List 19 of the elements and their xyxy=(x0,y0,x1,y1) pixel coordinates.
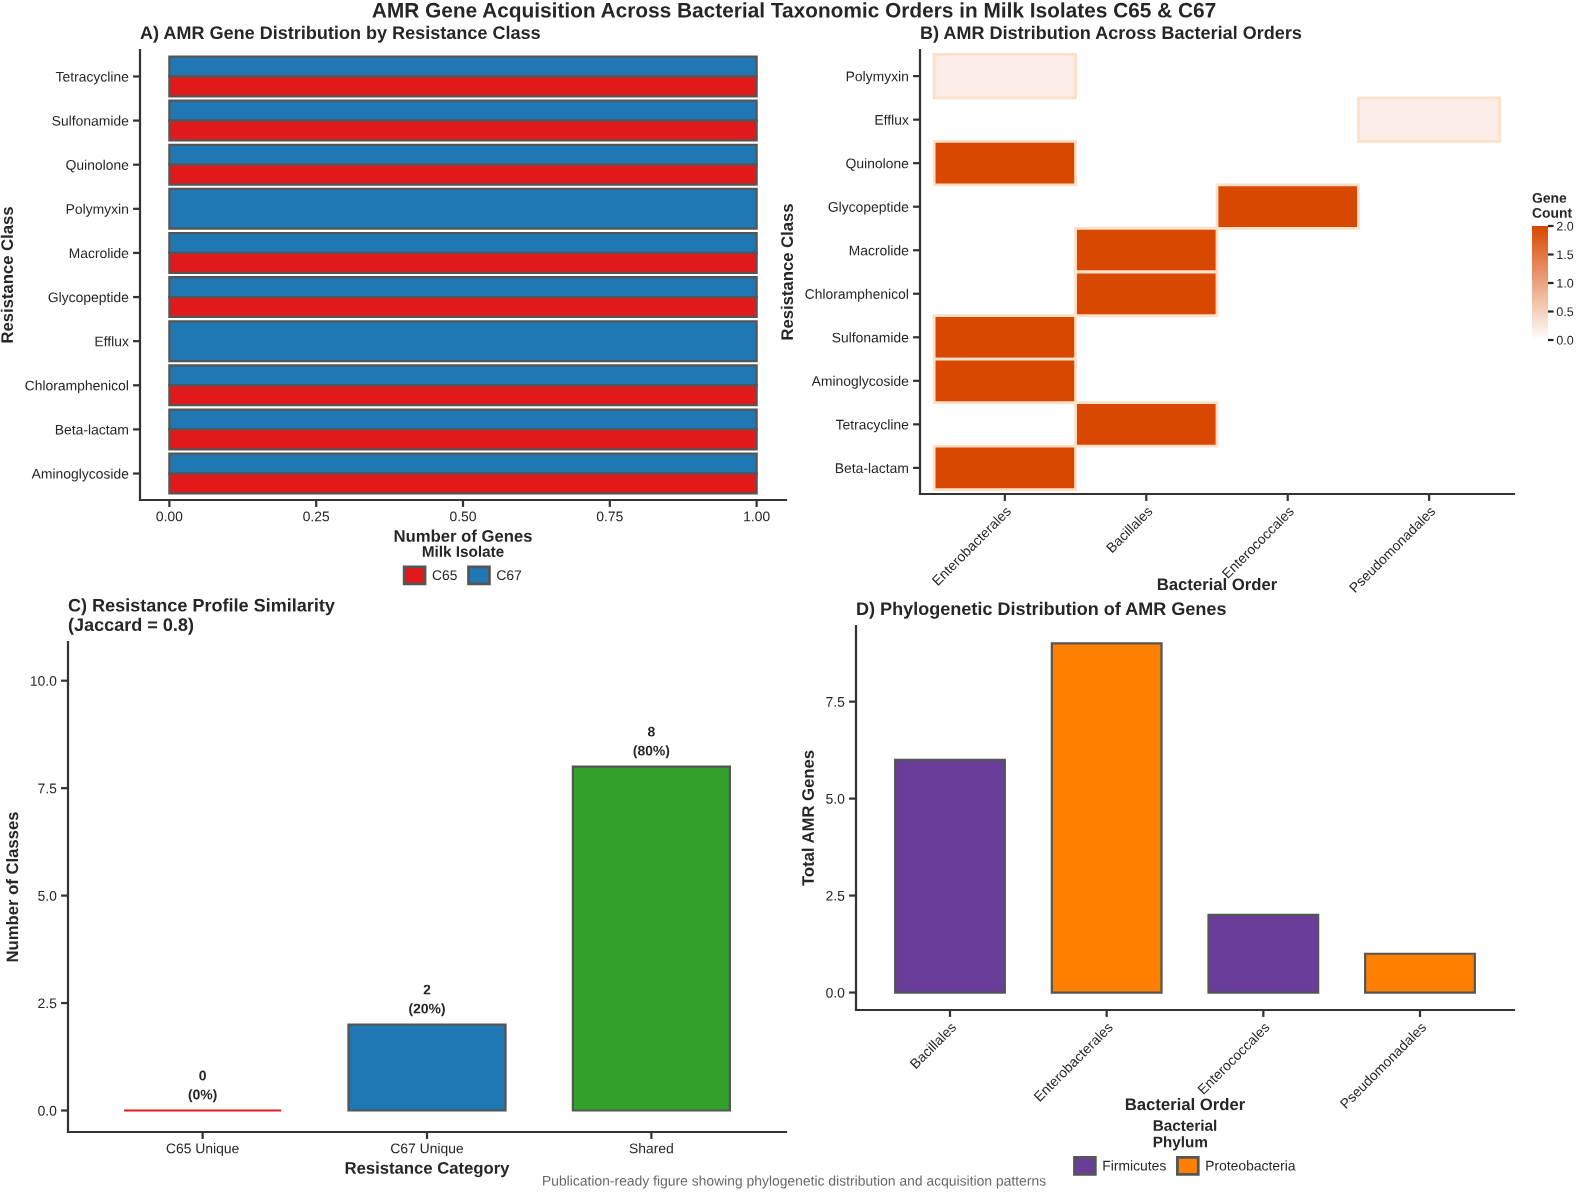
y-axis-title: Total AMR Genes xyxy=(801,750,814,886)
bar xyxy=(1364,952,1476,994)
y-axis-title: Resistance Class xyxy=(780,204,794,340)
x-axis-title: Resistance Category xyxy=(345,1161,510,1178)
x-axis-title: Number of Genes xyxy=(394,529,532,542)
chart-title: C) Resistance Profile Similarity (Jaccard = 0.8) xyxy=(68,598,335,635)
x-axis-title: Bacterial Order xyxy=(1157,578,1277,591)
bar xyxy=(894,758,1006,994)
bar xyxy=(1050,642,1163,994)
x-axis-title: Bacterial Order xyxy=(1125,1098,1245,1111)
chart-title: A) AMR Gene Distribution by Resistance Class xyxy=(140,25,540,43)
y-axis-title: Resistance Class xyxy=(0,207,14,343)
chart-title: D) Phylogenetic Distribution of AMR Genes xyxy=(857,601,1226,619)
bar xyxy=(571,765,732,1112)
chart-title: B) AMR Distribution Across Bacterial Orders xyxy=(921,25,1302,43)
bar xyxy=(1207,913,1320,994)
text: AMR Gene Acquisition Across Bacterial Taxonomic Orders in Milk Isolates C65 & C67 xyxy=(372,2,1216,22)
bar xyxy=(347,1023,507,1112)
y-axis-title: Number of Classes xyxy=(5,812,19,962)
